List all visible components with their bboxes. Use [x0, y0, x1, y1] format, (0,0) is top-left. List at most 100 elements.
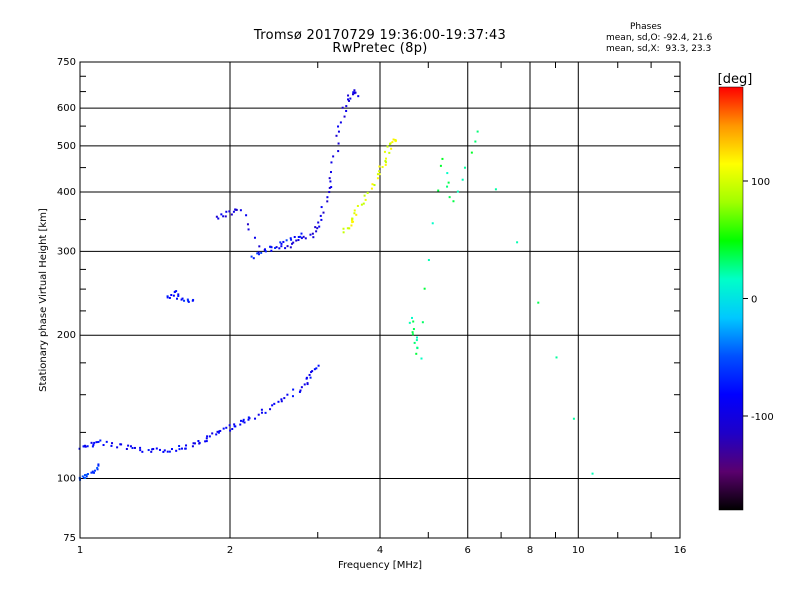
echo-point	[353, 209, 356, 212]
echo-point	[293, 236, 296, 239]
echo-point	[330, 161, 333, 164]
echo-point	[295, 239, 298, 242]
echo-point	[378, 165, 381, 168]
echo-point	[205, 437, 208, 440]
echo-point	[376, 177, 379, 180]
echo-point	[215, 433, 218, 436]
echo-point	[280, 245, 283, 248]
echo-point	[264, 250, 267, 253]
echo-point	[476, 130, 479, 133]
echo-point	[211, 432, 214, 435]
echo-point	[384, 160, 387, 163]
echo-point	[370, 187, 373, 190]
echo-points	[78, 89, 594, 481]
echo-point	[93, 441, 96, 444]
echo-point	[312, 236, 315, 239]
echo-point	[192, 442, 195, 445]
echo-point	[289, 246, 292, 249]
echo-point	[242, 420, 245, 423]
echo-point	[446, 185, 449, 188]
echo-point	[191, 445, 194, 448]
x-tick-label: 10	[572, 545, 585, 556]
echo-point	[235, 208, 238, 211]
echo-point	[335, 134, 338, 137]
echo-point	[391, 141, 394, 144]
echo-point	[342, 227, 345, 230]
echo-point	[373, 184, 376, 187]
echo-point	[392, 138, 395, 141]
echo-point	[347, 94, 350, 97]
echo-point	[420, 357, 423, 360]
echo-point	[239, 423, 242, 426]
echo-point	[139, 446, 142, 449]
echo-point	[311, 232, 314, 235]
echo-point	[315, 230, 318, 233]
echo-point	[97, 463, 100, 466]
echo-point	[378, 170, 381, 173]
echo-point	[253, 236, 256, 239]
echo-point	[416, 346, 419, 349]
echo-point	[411, 333, 414, 336]
echo-point	[309, 376, 312, 379]
echo-point	[315, 367, 318, 370]
echo-point	[308, 373, 311, 376]
y-tick-label: 75	[63, 533, 76, 544]
x-tick-label: 16	[674, 545, 687, 556]
echo-point	[166, 450, 169, 453]
trace-scattered-echoes	[408, 130, 594, 475]
echo-point	[421, 321, 424, 324]
echo-point	[222, 427, 225, 430]
echo-point	[378, 173, 381, 176]
echo-point	[353, 92, 356, 95]
echo-point	[95, 441, 98, 444]
echo-point	[347, 98, 350, 101]
echo-point	[474, 140, 477, 143]
echo-point	[290, 238, 293, 241]
echo-point	[351, 217, 354, 220]
echo-point	[280, 400, 283, 403]
echo-point	[177, 293, 180, 296]
echo-point	[297, 235, 300, 238]
echo-point	[97, 440, 100, 443]
echo-point	[105, 440, 108, 443]
echo-point	[456, 190, 459, 193]
echo-point	[278, 247, 281, 250]
echo-point	[427, 259, 430, 262]
echo-point	[345, 109, 348, 112]
x-tick-label: 4	[377, 545, 383, 556]
echo-point	[320, 206, 323, 209]
echo-point	[352, 220, 355, 223]
echo-point	[197, 440, 200, 443]
echo-point	[168, 296, 171, 299]
echo-point	[408, 321, 411, 324]
x-tick-label: 1	[77, 545, 83, 556]
echo-point	[208, 435, 211, 438]
echo-point	[150, 450, 153, 453]
echo-point	[247, 418, 250, 421]
echo-point	[328, 177, 331, 180]
echo-point	[228, 210, 231, 213]
y-tick-label: 400	[57, 187, 76, 198]
echo-point	[360, 203, 363, 206]
echo-point	[191, 299, 194, 302]
echo-point	[257, 251, 260, 254]
echo-point	[233, 423, 236, 426]
echo-point	[152, 447, 155, 450]
echo-point	[91, 445, 94, 448]
echo-point	[217, 431, 220, 434]
echo-point	[388, 142, 391, 145]
echo-point	[289, 237, 292, 240]
echo-point	[245, 214, 248, 217]
echo-point	[256, 252, 259, 255]
echo-point	[326, 200, 329, 203]
echo-point	[376, 173, 379, 176]
echo-point	[204, 440, 207, 443]
echo-point	[85, 475, 88, 478]
phases-heading: Phases	[630, 22, 662, 32]
y-axis-label: Stationary phase Virtual Height [km]	[38, 208, 49, 392]
echo-point	[269, 408, 272, 411]
echo-point	[175, 290, 178, 293]
echo-point	[572, 417, 575, 420]
echo-point	[282, 240, 285, 243]
